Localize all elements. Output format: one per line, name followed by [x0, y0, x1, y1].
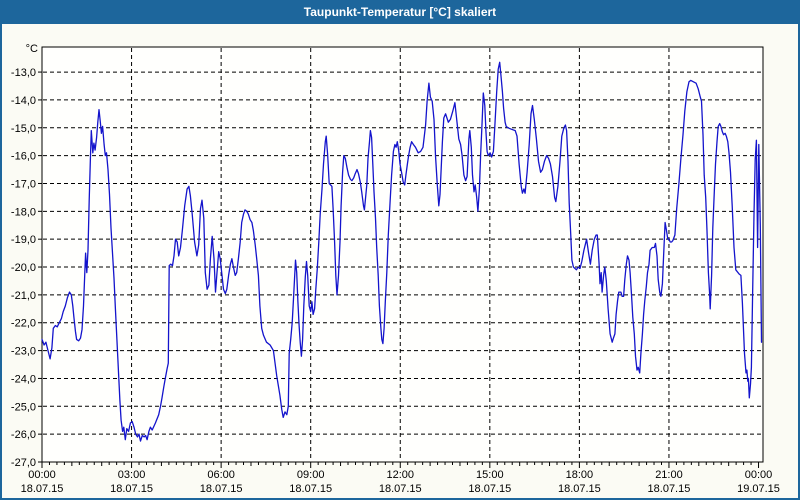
y-tick-label: -14,0: [11, 95, 36, 107]
x-axis-ticks: [41, 462, 760, 468]
y-tick-label: -23,0: [11, 346, 36, 358]
x-axis-labels: 00:00 18.07.15 03:00 18.07.15 06:00 18.07.15 0…: [21, 469, 780, 495]
y-tick-label: -21,0: [11, 290, 36, 302]
plot-area: [41, 46, 764, 463]
y-tick-label: -26,0: [11, 429, 36, 441]
x-tick-date: 18.07.15: [558, 483, 601, 495]
y-tick-label: -22,0: [11, 318, 36, 330]
y-tick-label: -13,0: [11, 67, 36, 79]
dewpoint-series-line: [41, 61, 763, 442]
x-tick-date: 18.07.15: [289, 483, 332, 495]
y-axis-unit-label: °C: [26, 43, 38, 55]
horizontal-gridlines: [43, 71, 762, 435]
title-bar[interactable]: Taupunkt-Temperatur [°C] skaliert: [2, 2, 798, 24]
y-axis-labels: -13,0 -14,0 -15,0 -16,0 -17,0 -18,0 -19,0 -20,0…: [11, 43, 42, 469]
x-tick-time: 03:00: [118, 469, 146, 481]
x-tick-time: 18:00: [566, 469, 594, 481]
x-tick-time: 12:00: [386, 469, 414, 481]
x-tick-date: 19.07.15: [737, 483, 780, 495]
window-title: Taupunkt-Temperatur [°C] skaliert: [303, 5, 497, 19]
y-tick-label: -20,0: [11, 262, 36, 274]
x-tick-time: 06:00: [207, 469, 235, 481]
x-tick-date: 18.07.15: [21, 483, 64, 495]
x-tick-time: 09:00: [297, 469, 325, 481]
y-tick-label: -17,0: [11, 178, 36, 190]
x-tick-time: 00:00: [28, 469, 56, 481]
y-tick-label: -25,0: [11, 401, 36, 413]
y-tick-label: -15,0: [11, 123, 36, 135]
y-tick-label: -16,0: [11, 151, 36, 163]
x-tick-date: 18.07.15: [200, 483, 243, 495]
vertical-gridlines: [131, 48, 670, 461]
x-tick-date: 18.07.15: [379, 483, 422, 495]
x-tick-date: 18.07.15: [648, 483, 691, 495]
y-tick-label: -18,0: [11, 206, 36, 218]
x-tick-time: 21:00: [655, 469, 683, 481]
y-tick-label: -19,0: [11, 234, 36, 246]
x-tick-date: 18.07.15: [110, 483, 153, 495]
x-tick-time: 00:00: [745, 469, 773, 481]
y-tick-label: -24,0: [11, 373, 36, 385]
x-tick-date: 18.07.15: [468, 483, 511, 495]
y-tick-label: -27,0: [11, 457, 36, 469]
x-tick-time: 15:00: [476, 469, 504, 481]
